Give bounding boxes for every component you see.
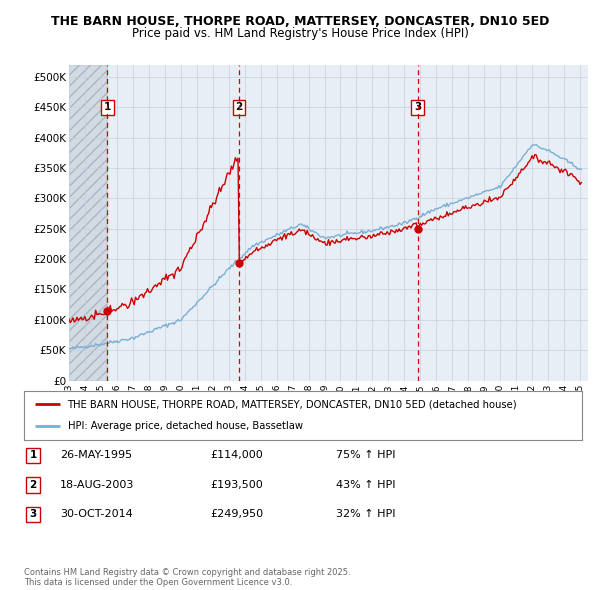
Text: THE BARN HOUSE, THORPE ROAD, MATTERSEY, DONCASTER, DN10 5ED: THE BARN HOUSE, THORPE ROAD, MATTERSEY, … [51,15,549,28]
Text: £249,950: £249,950 [210,510,263,519]
Text: 18-AUG-2003: 18-AUG-2003 [60,480,134,490]
Text: 43% ↑ HPI: 43% ↑ HPI [336,480,395,490]
Text: 32% ↑ HPI: 32% ↑ HPI [336,510,395,519]
Text: 3: 3 [29,510,37,519]
Text: 1: 1 [104,103,111,112]
Text: 3: 3 [414,103,421,112]
Text: 30-OCT-2014: 30-OCT-2014 [60,510,133,519]
Bar [69,65,107,381]
Text: £114,000: £114,000 [210,451,263,460]
Text: 1: 1 [29,451,37,460]
Text: HPI: Average price, detached house, Bassetlaw: HPI: Average price, detached house, Bass… [68,421,302,431]
Text: 2: 2 [235,103,242,112]
Bar [69,65,107,381]
Text: THE BARN HOUSE, THORPE ROAD, MATTERSEY, DONCASTER, DN10 5ED (detached house): THE BARN HOUSE, THORPE ROAD, MATTERSEY, … [68,399,517,409]
Text: £193,500: £193,500 [210,480,263,490]
Text: Price paid vs. HM Land Registry's House Price Index (HPI): Price paid vs. HM Land Registry's House … [131,27,469,40]
Text: 75% ↑ HPI: 75% ↑ HPI [336,451,395,460]
Text: 26-MAY-1995: 26-MAY-1995 [60,451,132,460]
Text: Contains HM Land Registry data © Crown copyright and database right 2025.
This d: Contains HM Land Registry data © Crown c… [24,568,350,587]
Text: 2: 2 [29,480,37,490]
